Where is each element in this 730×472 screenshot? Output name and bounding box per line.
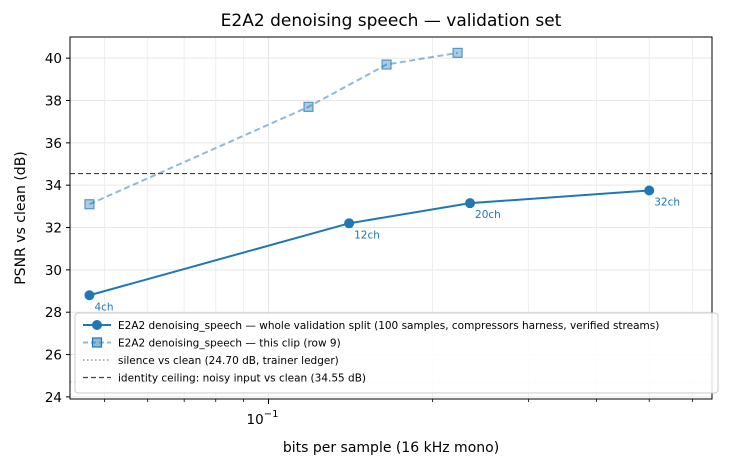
- y-tick-label: 26: [45, 348, 62, 364]
- data-point: [381, 59, 392, 70]
- data-point: [465, 198, 476, 209]
- data-point: [84, 290, 95, 301]
- legend-item: identity ceiling: noisy input vs clean (…: [83, 373, 366, 385]
- legend-label: E2A2 denoising_speech — this clip (row 9…: [118, 338, 341, 350]
- data-label: 4ch: [94, 301, 113, 313]
- y-tick-label: 38: [45, 94, 62, 110]
- legend-item: silence vs clean (24.70 dB, trainer ledg…: [83, 355, 339, 367]
- series-line: [89, 189, 650, 297]
- legend-label: identity ceiling: noisy input vs clean (…: [118, 373, 366, 385]
- y-tick-label: 28: [45, 305, 62, 321]
- legend-item: E2A2 denoising_speech — this clip (row 9…: [83, 337, 341, 350]
- y-tick-label: 34: [45, 178, 62, 194]
- legend-item: E2A2 denoising_speech — whole validation…: [83, 320, 659, 332]
- y-tick-label: 40: [45, 51, 62, 67]
- y-tick-label: 30: [45, 263, 62, 279]
- legend-swatch-marker: [91, 337, 103, 348]
- legend-swatch-marker: [92, 320, 102, 330]
- axes-layer: 24 26 28 30 32 34 36 38 40 10−1: [45, 36, 713, 428]
- chart-title: E2A2 denoising speech — validation set: [221, 11, 562, 31]
- data-label: 20ch: [475, 209, 501, 221]
- legend-box: [74, 312, 719, 394]
- x-tick-label: 10−1: [247, 409, 279, 428]
- series-layer: 4ch 12ch 20ch 32ch: [84, 47, 680, 313]
- series-1: 4ch 12ch 20ch 32ch: [84, 185, 680, 313]
- data-point: [303, 101, 314, 112]
- y-tick-label: 32: [45, 221, 62, 237]
- legend: E2A2 denoising_speech — whole validation…: [74, 312, 719, 394]
- data-point: [344, 218, 355, 229]
- y-tick-label: 24: [45, 390, 62, 406]
- data-point: [644, 185, 655, 196]
- data-point: [84, 199, 95, 210]
- legend-label: silence vs clean (24.70 dB, trainer ledg…: [118, 355, 339, 367]
- x-axis-label: bits per sample (16 kHz mono): [283, 440, 499, 456]
- data-label: 12ch: [354, 229, 380, 241]
- y-axis-label: PSNR vs clean (dB): [13, 151, 29, 285]
- series-line: [89, 51, 458, 206]
- data-point: [452, 47, 463, 58]
- y-tick-label: 36: [45, 136, 62, 152]
- data-label: 32ch: [654, 196, 680, 208]
- series-2: [84, 47, 463, 210]
- legend-label: E2A2 denoising_speech — whole validation…: [118, 320, 659, 332]
- plot-frame: [69, 36, 713, 400]
